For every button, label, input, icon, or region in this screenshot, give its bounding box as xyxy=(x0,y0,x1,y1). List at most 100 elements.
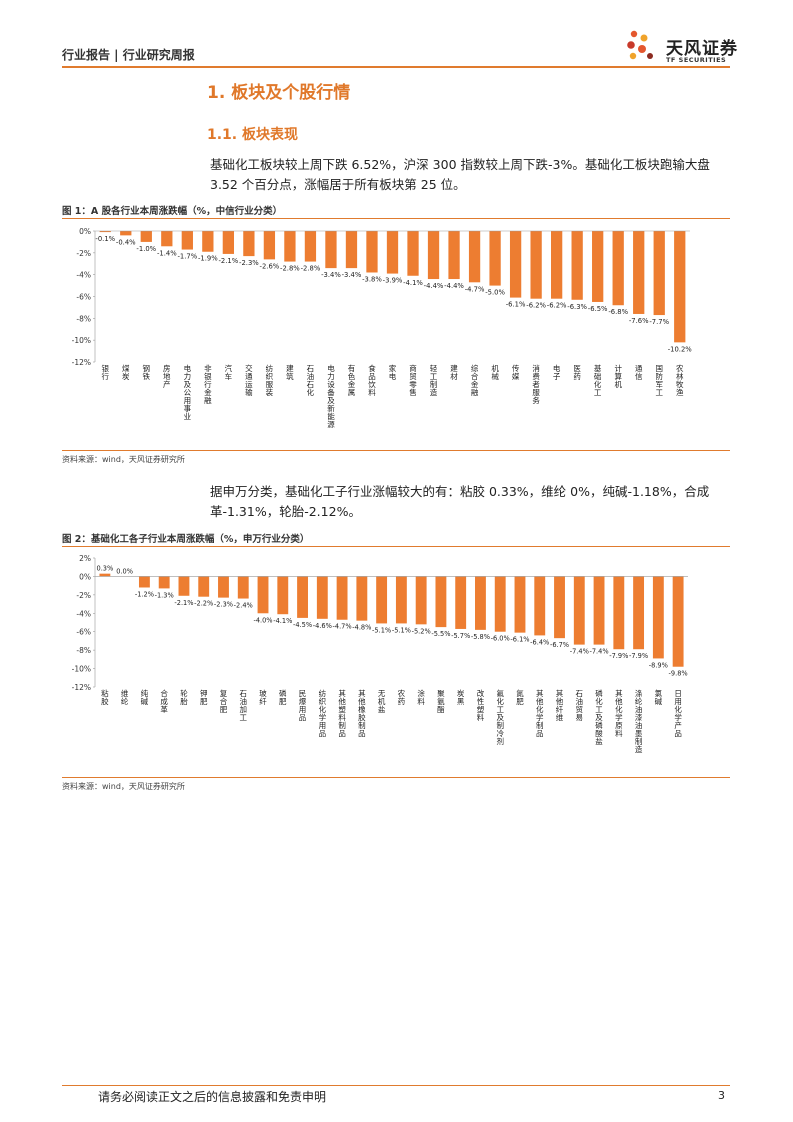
fig1-bar xyxy=(325,231,337,269)
fig2-data-label: -5.2% xyxy=(412,627,431,635)
fig2-category-label: 氮肥 xyxy=(516,688,524,706)
fig2-data-label: -6.0% xyxy=(491,635,510,643)
fig1-bar xyxy=(304,231,317,262)
fig1-category-label: 医药 xyxy=(573,364,581,381)
fig1-data-label: -3.4% xyxy=(321,271,341,279)
fig2-ytick-label: -10% xyxy=(72,665,91,674)
fig2-bar xyxy=(158,576,170,589)
fig2-category-label: 其他化学制品 xyxy=(536,689,544,738)
fig1-data-label: -2.3% xyxy=(239,259,259,267)
fig1-bar xyxy=(366,231,378,273)
fig2-data-label: -2.3% xyxy=(214,601,233,609)
section-heading-1-1: 1.1. 板块表现 xyxy=(207,127,298,143)
figure1-bottom-rule xyxy=(62,450,730,451)
fig2-data-label: -5.7% xyxy=(451,632,470,640)
fig2-data-label: -6.7% xyxy=(550,641,569,649)
fig1-bar xyxy=(427,231,440,280)
fig2-category-label: 涂料 xyxy=(417,688,425,706)
fig2-category-label: 轮胎 xyxy=(180,688,188,706)
fig1-data-label: -2.8% xyxy=(280,265,300,273)
fig1-category-label: 商贸零售 xyxy=(409,363,417,397)
fig2-bar xyxy=(356,576,368,621)
fig1-category-label: 综合金融 xyxy=(471,363,479,397)
fig1-data-label: -4.4% xyxy=(424,282,444,290)
fig1-data-label: -1.0% xyxy=(136,245,156,253)
fig1-bar xyxy=(530,231,542,299)
page-number: 3 xyxy=(718,1089,725,1102)
tf-securities-logo-icon xyxy=(627,30,653,60)
fig2-ytick-label: -8% xyxy=(76,646,91,655)
fig2-bar xyxy=(376,576,388,624)
fig1-category-label: 机械 xyxy=(491,363,499,381)
logo-name-en: TF SECURITIES xyxy=(666,56,727,64)
fig2-bar xyxy=(198,576,210,597)
fig2-bar xyxy=(494,576,506,632)
footer-divider xyxy=(62,1085,730,1086)
fig1-bar xyxy=(181,231,193,250)
figure1-bar-chart: 0% -2% -4% -6% -8% -10% -12% -0.1% 银行 -0.4% 煤炭 -1.0… xyxy=(72,227,693,429)
fig1-bar xyxy=(386,231,399,274)
fig2-bar xyxy=(633,576,645,650)
figure2-bottom-rule xyxy=(62,777,730,778)
fig2-category-label: 石油贸易 xyxy=(576,689,584,722)
fig1-data-label: -1.7% xyxy=(177,253,197,261)
fig1-category-label: 通信 xyxy=(635,363,643,381)
fig2-bar xyxy=(593,576,605,645)
fig2-category-label: 改性塑料 xyxy=(477,688,485,722)
fig1-bar xyxy=(592,231,604,302)
fig1-data-label: -2.1% xyxy=(218,257,238,265)
fig1-bar xyxy=(345,231,358,269)
fig1-bar xyxy=(571,231,583,300)
fig2-data-label: -1.3% xyxy=(155,591,174,599)
fig2-bar xyxy=(277,576,289,615)
fig1-ytick-label: -4% xyxy=(76,271,91,280)
fig2-category-label: 合成革 xyxy=(160,688,168,714)
fig2-data-label: -7.4% xyxy=(570,648,589,656)
fig1-data-label: -6.8% xyxy=(608,308,628,316)
fig2-category-label: 粘胶 xyxy=(101,688,109,706)
fig1-category-label: 非银行金融 xyxy=(204,363,212,405)
fig1-bar xyxy=(550,231,563,299)
fig2-category-label: 聚氨酯 xyxy=(437,689,445,714)
fig2-category-label: 纺织化学用品 xyxy=(319,688,327,738)
fig2-data-label: -4.8% xyxy=(352,624,371,632)
fig1-data-label: -4.7% xyxy=(465,285,485,293)
fig1-data-label: -1.9% xyxy=(198,255,218,263)
fig2-bar xyxy=(672,576,684,667)
fig1-data-label: -4.1% xyxy=(403,279,423,287)
fig1-category-label: 轻工制造 xyxy=(430,363,438,397)
fig1-category-label: 食品饮料 xyxy=(368,363,376,397)
fig2-data-label: -7.4% xyxy=(589,648,608,656)
fig1-bar xyxy=(161,231,173,247)
fig1-category-label: 电力及公用事业 xyxy=(184,363,192,421)
fig2-category-label: 氯碱 xyxy=(655,688,663,706)
fig1-ytick-label: -6% xyxy=(76,293,91,302)
fig2-data-label: 0.0% xyxy=(116,567,133,575)
fig1-category-label: 纺织服装 xyxy=(266,363,274,397)
fig2-category-label: 纯碱 xyxy=(141,688,149,706)
fig2-data-label: -9.8% xyxy=(669,670,688,678)
fig1-category-label: 银行 xyxy=(102,364,110,381)
fig2-bar xyxy=(138,576,150,588)
figure1-source: 资料来源：wind，天风证券研究所 xyxy=(62,455,185,464)
fig2-bar xyxy=(395,576,407,624)
fig2-data-label: -4.7% xyxy=(333,623,352,631)
fig2-bar xyxy=(257,576,269,614)
fig1-category-label: 建筑 xyxy=(286,363,294,381)
fig2-category-label: 氟化工及制冷剂 xyxy=(496,688,504,746)
fig1-data-label: -4.4% xyxy=(444,282,464,290)
fig2-category-label: 其他塑料制品 xyxy=(338,689,346,738)
fig2-category-label: 涤纶油漆油墨制造 xyxy=(635,688,643,754)
paragraph-subsector-summary: 据申万分类，基础化工子行业涨幅较大的有：粘胶 0.33%，维纶 0%，纯碱-1.… xyxy=(210,484,710,519)
section-heading-1: 1. 板块及个股行情 xyxy=(207,83,351,103)
fig1-bar xyxy=(509,231,522,298)
header-divider xyxy=(62,66,730,68)
fig2-bar xyxy=(178,576,190,596)
fig1-bar xyxy=(407,231,419,276)
fig1-category-label: 建材 xyxy=(450,363,458,381)
fig2-data-label: -4.5% xyxy=(293,621,312,629)
fig2-bar xyxy=(316,576,328,619)
fig2-category-label: 民爆用品 xyxy=(299,689,307,722)
fig1-data-label: -2.6% xyxy=(260,262,280,270)
fig1-ytick-label: 0% xyxy=(79,227,91,236)
